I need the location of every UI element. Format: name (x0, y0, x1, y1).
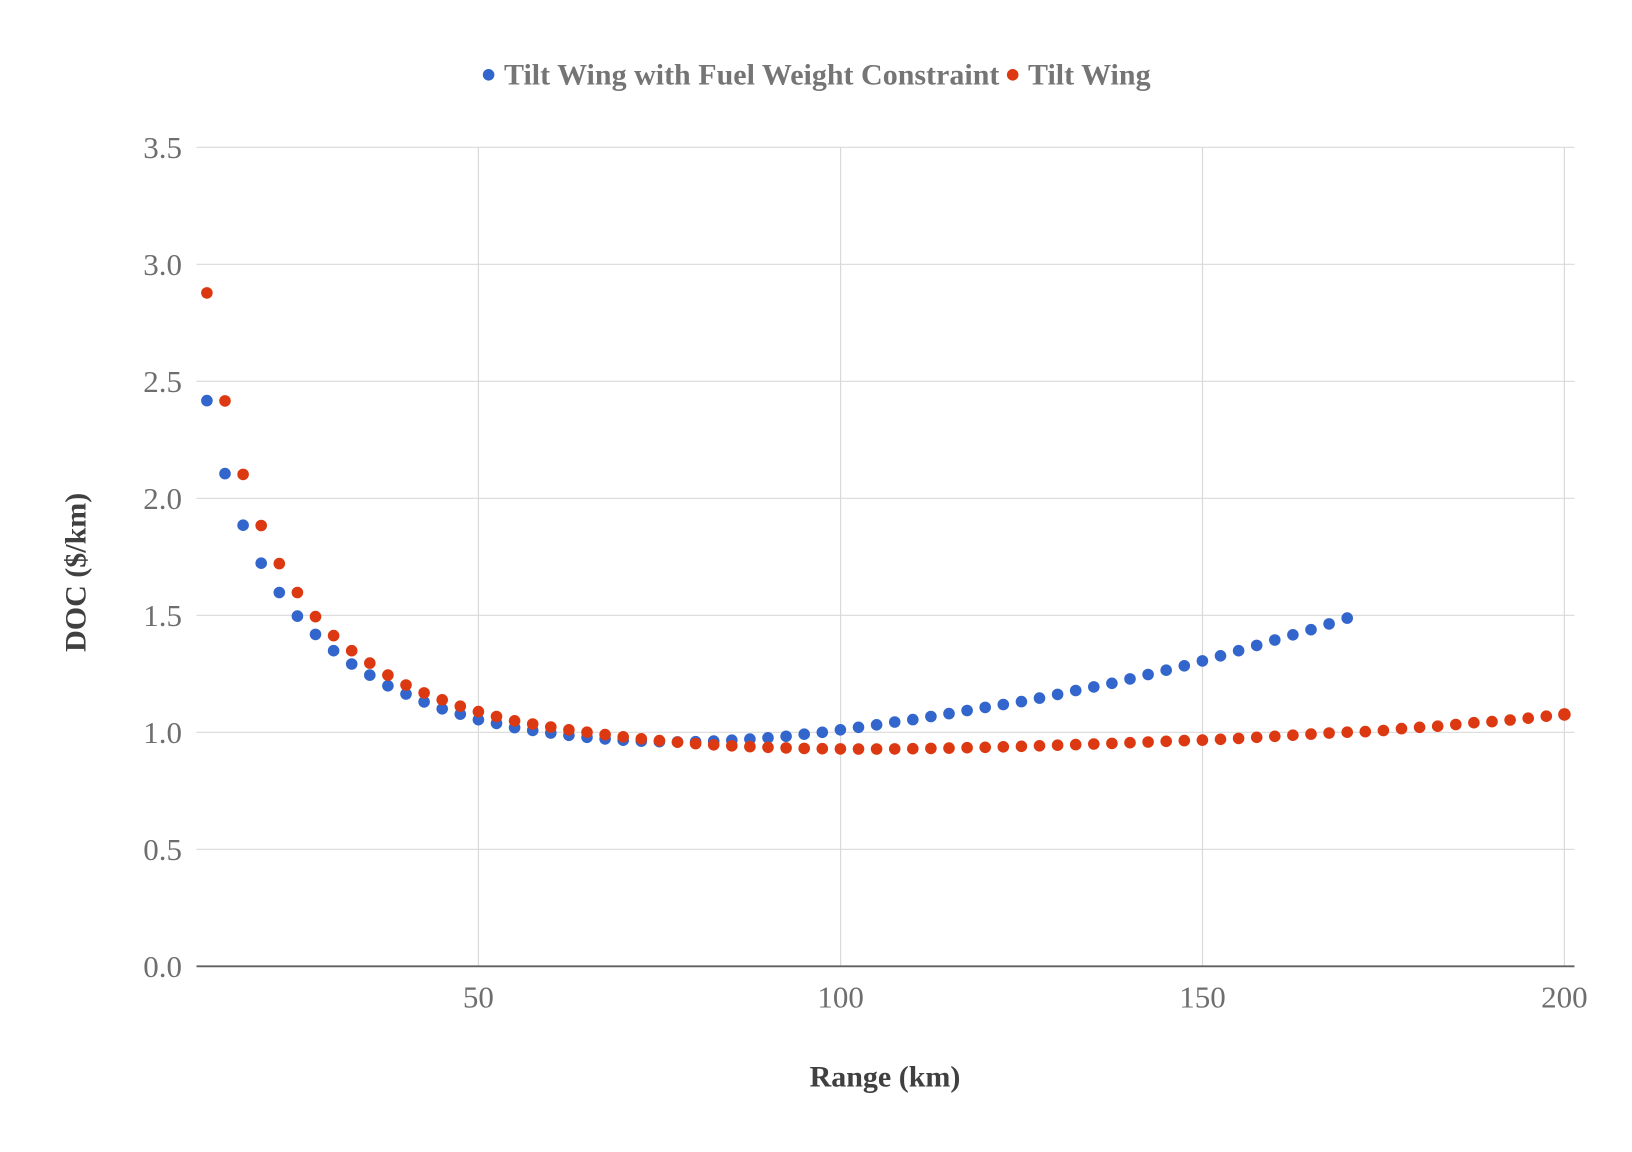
svg-text:3.0: 3.0 (143, 247, 182, 282)
svg-text:0.0: 0.0 (143, 949, 182, 984)
svg-text:Range (km): Range (km) (810, 1061, 961, 1094)
svg-text:50: 50 (463, 980, 494, 1015)
svg-text:2.5: 2.5 (143, 364, 182, 399)
svg-text:2.0: 2.0 (143, 481, 182, 516)
svg-text:0.5: 0.5 (143, 832, 182, 867)
svg-text:1.0: 1.0 (143, 715, 182, 750)
svg-text:1.5: 1.5 (143, 598, 182, 633)
svg-text:200: 200 (1541, 980, 1588, 1015)
svg-text:100: 100 (817, 980, 864, 1015)
svg-text:3.5: 3.5 (143, 130, 182, 165)
svg-text:Tilt Wing: Tilt Wing (1028, 59, 1151, 92)
svg-text:Tilt Wing with Fuel Weight Con: Tilt Wing with Fuel Weight Constraint (504, 59, 999, 92)
svg-text:DOC ($/km): DOC ($/km) (60, 493, 93, 652)
svg-text:150: 150 (1179, 980, 1226, 1015)
